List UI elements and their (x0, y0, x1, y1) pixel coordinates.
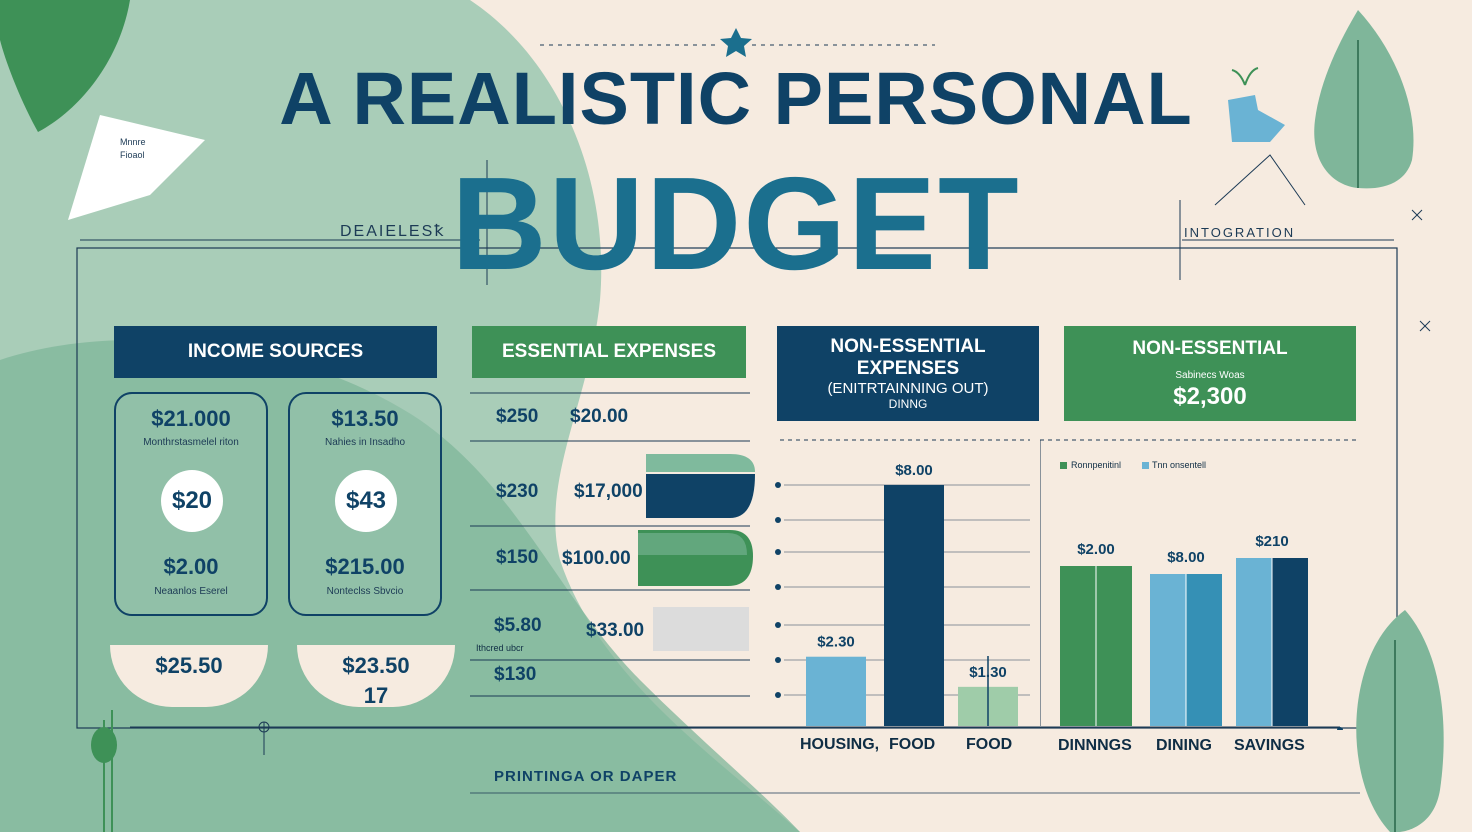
chart2-category-3: SAVINGS (1234, 737, 1305, 754)
essential-row-1-right: $20.00 (570, 406, 629, 427)
footer-label: PRINTINGA OR DAPER (494, 768, 678, 785)
chart1-tick-dot (775, 549, 781, 555)
non-essential-header-1: NON-ESSENTIAL EXPENSES (ENITRTAINNING OU… (777, 326, 1039, 421)
income-card-2-top-amount: $13.50 (331, 406, 399, 431)
chart1-category-2: FOOD (889, 736, 936, 753)
income-bowl-2-sub: 17 (363, 683, 389, 708)
non-essential-2-note: Sabinecs Woas (1175, 370, 1245, 381)
non-essential-1-line3: (ENITRTAINNING OUT) (827, 380, 989, 397)
income-card-1: $21.000 Monthrstasmelel riton $20 $2.00 … (114, 392, 268, 616)
income-card-2-top-note: Nahies in Insadho (324, 437, 406, 448)
income-card-2-bottom-amount: $215.00 (325, 554, 405, 579)
bar-chart-2: $2.00 $8.00 $210 (1040, 439, 1360, 730)
income-card-1-circle: $20 (161, 470, 223, 532)
legend-item-1: Ronnpenitinl (1071, 460, 1122, 470)
income-sources-header: INCOME SOURCES (114, 326, 437, 378)
income-bowl-2: $23.50 17 (297, 645, 455, 708)
right-side-label: INTOGRATION (1184, 225, 1296, 240)
chart1-tick-dot (775, 517, 781, 523)
essential-row-1-left: $250 (496, 406, 539, 427)
chart1-data-label: $2.30 (817, 634, 855, 651)
income-card-1-top-amount: $21.000 (151, 406, 231, 431)
essential-row-4-right: $33.00 (586, 620, 645, 641)
essential-shape-4 (653, 607, 749, 651)
chart2-bar (1096, 566, 1132, 726)
chart2-data-label: $8.00 (1167, 549, 1205, 566)
page-title-line2: BUDGET (451, 150, 1021, 297)
chart2-bar (1150, 574, 1186, 726)
income-card-2: $13.50 Nahies in Insadho $43 $215.00 Non… (288, 392, 442, 616)
svg-text:Mnnre: Mnnre (120, 137, 146, 147)
essential-expenses-header: ESSENTIAL EXPENSES (472, 326, 746, 378)
essential-row-4-left: $5.80 (494, 615, 542, 636)
non-essential-header-2: NON-ESSENTIAL Sabinecs Woas $2,300 (1064, 326, 1356, 421)
non-essential-1-line2: EXPENSES (856, 358, 960, 379)
svg-text:Fioaol: Fioaol (120, 150, 145, 160)
chart1-tick-dot (775, 482, 781, 488)
chart1-tick-dot (775, 692, 781, 698)
income-card-1-top-note: Monthrstasmelel riton (143, 437, 239, 448)
chart2-category-2: DINING (1156, 737, 1212, 754)
chart2-end-dot (1337, 727, 1343, 730)
income-card-1-bottom-note: Neaanlos Eserel (154, 586, 228, 597)
essential-row-note: Ithcred ubcr (476, 643, 524, 653)
essential-row-2-left: $230 (496, 481, 539, 502)
chart1-tick-dot (775, 584, 781, 590)
legend-swatch-1 (1060, 462, 1067, 469)
non-essential-1-line4: DINNG (888, 397, 928, 411)
chart2-category-1: DINNNGS (1058, 737, 1132, 754)
income-card-1-bottom-amount: $2.00 (163, 554, 219, 579)
left-side-label: DEAIELESꝁ (340, 223, 446, 240)
chart1-category-1: HOUSING, (800, 736, 880, 753)
page-title-line1: A REALISTIC PERSONAL (279, 57, 1193, 140)
income-bowl-1-amount: $25.50 (155, 653, 223, 678)
chart1-bar (884, 485, 944, 726)
chart1-data-label: $8.00 (895, 462, 933, 479)
essential-row-3-left: $150 (496, 547, 539, 568)
chart1-bar (806, 656, 866, 726)
essential-row-3-right: $100.00 (562, 548, 631, 569)
legend-item-2: Tnn onsentell (1152, 460, 1207, 470)
chart1-tick-dot (775, 622, 781, 628)
essential-shape-2 (646, 474, 755, 518)
non-essential-2-amount: $2,300 (1173, 383, 1247, 410)
essential-row-2-right: $17,000 (574, 481, 643, 502)
chart2-bar (1186, 574, 1222, 726)
chart1-category-3: FOOD (966, 736, 1013, 753)
essential-shape-1 (646, 454, 755, 472)
essential-expenses-rows (470, 392, 755, 697)
chart2-bar (1236, 558, 1272, 726)
chart2-data-label: $210 (1255, 533, 1288, 550)
income-card-2-bottom-note: Nonteclss Sbvcio (326, 586, 404, 597)
essential-row-5-left: $130 (494, 664, 537, 685)
chart1-tick-dot (775, 657, 781, 663)
non-essential-1-line1: NON-ESSENTIAL (830, 336, 986, 357)
chart2-data-label: $2.00 (1077, 541, 1115, 558)
legend-swatch-2 (1142, 462, 1149, 469)
non-essential-2-title: NON-ESSENTIAL (1132, 338, 1288, 359)
income-card-2-circle: $43 (335, 470, 397, 532)
income-bowl-2-amount: $23.50 (342, 653, 410, 678)
chart2-bar (1272, 558, 1308, 726)
chart2-bar (1060, 566, 1096, 726)
bar-chart-1: $2.30$8.00$1.30 (775, 439, 1030, 726)
